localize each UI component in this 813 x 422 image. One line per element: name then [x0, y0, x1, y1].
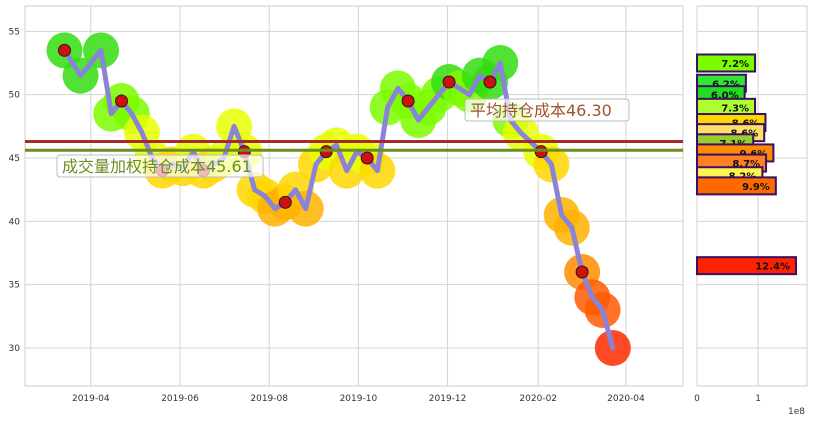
volume-bar-label: 6.0%	[711, 91, 739, 102]
volume-bar: 7.2%	[696, 53, 757, 73]
volume-bar-label: 12.4%	[755, 262, 790, 273]
price-point	[483, 75, 497, 89]
y-tick-label: 45	[9, 154, 20, 164]
price-point	[115, 94, 129, 108]
price-point	[360, 151, 374, 165]
x-tick-label: 2019-12	[429, 394, 467, 404]
volume-bar: 12.4%	[696, 256, 797, 276]
y-tick-label: 55	[9, 27, 20, 37]
side-x-tick-label: 0	[694, 394, 700, 404]
volume-bar-label: 7.2%	[721, 59, 749, 70]
volume-bar-rect	[696, 176, 777, 196]
x-tick-label: 2019-08	[250, 394, 288, 404]
x-tick-label: 2019-06	[161, 394, 199, 404]
x-tick-label: 2019-04	[72, 394, 110, 404]
y-tick-label: 35	[9, 281, 20, 291]
price-point	[401, 94, 415, 108]
side-x-tick-label: 1	[755, 394, 761, 404]
annotation-text: 成交量加权持仓成本45.61	[62, 157, 252, 176]
annotation-box	[56, 154, 264, 178]
x-tick-label: 2019-10	[340, 394, 378, 404]
plot-area	[24, 5, 684, 387]
volume-bar: 9.9%	[696, 176, 777, 196]
price-point	[442, 75, 456, 89]
avg-cost-annotation: 平均持仓成本46.30	[464, 98, 630, 122]
volume-bar-rect	[696, 53, 757, 73]
price-point	[278, 195, 292, 209]
y-tick-label: 30	[9, 344, 21, 354]
volume-bar-label: 6.2%	[712, 79, 740, 90]
price-point	[57, 43, 71, 57]
y-tick-label: 50	[9, 91, 21, 101]
volume-bar-label: 7.3%	[721, 103, 749, 114]
volume-bar-label: 8.7%	[732, 159, 760, 170]
volume-bar-rect	[696, 256, 797, 276]
volume-bar-label: 9.9%	[742, 182, 770, 193]
y-tick-label: 40	[9, 217, 21, 227]
x-tick-label: 2020-02	[519, 394, 557, 404]
side-x-multiplier: 1e8	[788, 407, 805, 417]
annotation-box	[464, 98, 630, 122]
annotation-text: 平均持仓成本46.30	[470, 101, 612, 120]
vwap-cost-annotation: 成交量加权持仓成本45.61	[56, 154, 264, 178]
price-point	[575, 265, 589, 279]
x-tick-label: 2020-04	[607, 394, 645, 404]
